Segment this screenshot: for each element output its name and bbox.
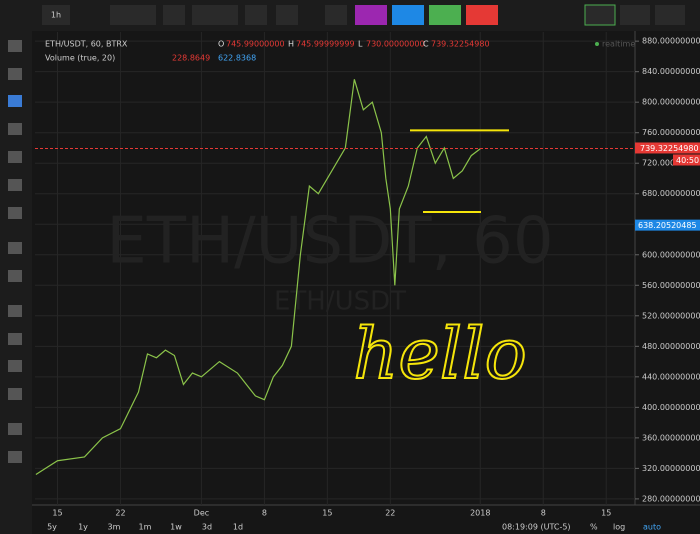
x-tick-label: 8 [262, 509, 267, 518]
y-tick-label: 440.00000000 [642, 372, 700, 381]
range-button[interactable]: 5y [47, 523, 57, 532]
y-tick-label: 600.00000000 [642, 250, 700, 259]
clock: 08:19:09 (UTC-5) [502, 523, 571, 532]
y-tick-label: 400.00000000 [642, 403, 700, 412]
log-button[interactable]: log [613, 523, 625, 532]
plot [35, 79, 635, 475]
x-tick-label: 8 [541, 509, 546, 518]
y-tick-label: 680.00000000 [642, 189, 700, 198]
x-tick-label: 15 [601, 509, 611, 518]
low: 730.00000000 [366, 40, 425, 49]
countdown: 40:50 [676, 156, 699, 165]
sidebar-icons [8, 40, 22, 463]
buy-button[interactable] [429, 5, 461, 25]
bottom-bar: 5y 1y 3m 1m 1w 3d 1d [47, 523, 243, 532]
undo-button[interactable] [276, 5, 298, 25]
hide-tool[interactable] [8, 388, 22, 400]
measure-tool[interactable] [8, 270, 22, 282]
load-button[interactable] [655, 5, 685, 25]
volume-2: 622.8368 [218, 54, 256, 63]
y-tick-label: 280.00000000 [642, 494, 700, 503]
snapshot-button[interactable] [584, 4, 616, 26]
brush-tool[interactable] [8, 95, 22, 107]
price-line [35, 79, 481, 475]
compare-button[interactable] [245, 5, 267, 25]
fullscreen-button[interactable] [325, 5, 347, 25]
range-button[interactable]: 1y [78, 523, 88, 532]
cursor-tool[interactable] [8, 40, 22, 52]
magnet-tool[interactable] [8, 305, 22, 317]
countdown-box [673, 154, 700, 166]
y-tick-label: 720.00000000 [642, 159, 700, 168]
percent-button[interactable]: % [590, 523, 598, 532]
chart-style-button[interactable] [110, 5, 156, 25]
lock-tool[interactable] [8, 360, 22, 372]
fib-tool[interactable] [8, 179, 22, 191]
range-button[interactable]: 1d [233, 523, 243, 532]
remove-tool[interactable] [8, 423, 22, 435]
y-tick-label: 480.00000000 [642, 342, 700, 351]
range-button[interactable]: 3d [202, 523, 212, 532]
interval-button[interactable] [42, 5, 70, 25]
cursor-price-label: 638.20520485 [638, 221, 697, 230]
high-key: H [288, 40, 294, 49]
x-tick-label: 15 [52, 509, 62, 518]
last-price-box [635, 142, 700, 154]
open-key: O [218, 40, 224, 49]
sidebar [0, 31, 32, 534]
close: 739.32254980 [431, 40, 490, 49]
auto-button[interactable]: auto [643, 523, 661, 532]
interval: 1h [51, 11, 61, 20]
high: 745.99999999 [296, 40, 355, 49]
settings-button[interactable] [163, 5, 185, 25]
status-dot [595, 42, 599, 46]
line-tool[interactable] [8, 68, 22, 80]
close-key: C [423, 40, 429, 49]
y-tick-label: 520.00000000 [642, 311, 700, 320]
range-button[interactable]: 3m [108, 523, 121, 532]
x-tick-label: 22 [115, 509, 125, 518]
watermark-sub: ETH/USDT [274, 287, 406, 317]
cursor-price-box [635, 219, 700, 231]
y-tick-label: 880.00000000 [642, 37, 700, 46]
status: realtime [602, 40, 635, 49]
x-tick-label: 22 [385, 509, 395, 518]
alert-button[interactable] [392, 5, 424, 25]
y-tick-label: 560.00000000 [642, 281, 700, 290]
y-tick-label: 800.00000000 [642, 98, 700, 107]
x-tick-label: 2018 [470, 509, 490, 518]
x-tick-label: Dec [194, 509, 209, 518]
arrow-tool[interactable] [8, 207, 22, 219]
drawing-text: hello [353, 313, 526, 395]
range-button[interactable]: 1w [170, 523, 182, 532]
trash-tool[interactable] [8, 451, 22, 463]
low-key: L [358, 40, 363, 49]
y-tick-label: 360.00000000 [642, 433, 700, 442]
y-tick-label: 840.00000000 [642, 67, 700, 76]
pattern-tool[interactable] [8, 151, 22, 163]
x-tick-label: 15 [322, 509, 332, 518]
y-tick-label: 320.00000000 [642, 464, 700, 473]
last-price-label: 739.32254980 [640, 144, 699, 153]
sell-button[interactable] [466, 5, 498, 25]
y-tick-label: 760.00000000 [642, 128, 700, 137]
indicators-button[interactable] [192, 5, 238, 25]
zoom-tool[interactable] [8, 242, 22, 254]
cube-button[interactable] [355, 5, 387, 25]
text-tool[interactable] [8, 123, 22, 135]
open: 745.99000000 [226, 40, 285, 49]
volume-1: 228.8649 [172, 54, 210, 63]
grid [35, 32, 635, 505]
volume-title: Volume (true, 20) [45, 54, 115, 63]
stay-drawing-tool[interactable] [8, 333, 22, 345]
watermark: ETH/USDT, 60 [106, 205, 553, 279]
save-button[interactable] [620, 5, 650, 25]
range-button[interactable]: 1m [139, 523, 152, 532]
symbol: ETH/USDT, 60, BTRX [45, 40, 128, 49]
